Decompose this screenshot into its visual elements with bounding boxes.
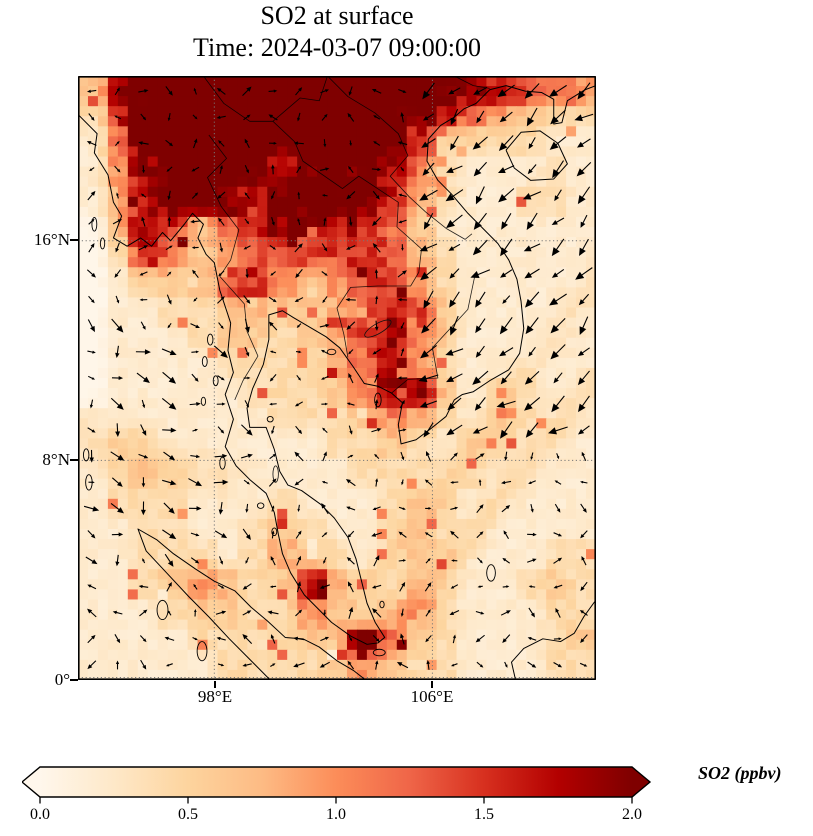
x-axis-tick bbox=[214, 681, 216, 688]
chart-title: SO2 at surface bbox=[260, 1, 414, 30]
map-canvas bbox=[78, 76, 596, 680]
colorbar bbox=[22, 766, 652, 804]
colorbar-tick-label: 1.0 bbox=[326, 806, 346, 823]
y-tick-label-0: 0° bbox=[54, 670, 70, 689]
y-axis-tick bbox=[70, 239, 78, 241]
colorbar-tick-label: 2.0 bbox=[622, 806, 642, 823]
chart-subtitle: Time: 2024-03-07 09:00:00 bbox=[193, 33, 481, 62]
y-axis-tick bbox=[70, 459, 78, 461]
colorbar-title: SO2 (ppbv) bbox=[698, 763, 782, 783]
title-block: SO2 at surface Time: 2024-03-07 09:00:00 bbox=[78, 0, 596, 64]
y-tick-label-8n: 8°N bbox=[42, 450, 70, 469]
colorbar-bar bbox=[22, 766, 652, 798]
colorbar-tick-label: 1.5 bbox=[474, 806, 494, 823]
x-tick-label-106e: 106°E bbox=[410, 687, 454, 706]
x-tick-label-98e: 98°E bbox=[197, 687, 233, 706]
y-tick-label-16n: 16°N bbox=[33, 230, 70, 249]
x-axis-tick bbox=[431, 681, 433, 688]
colorbar-tick-label: 0.5 bbox=[178, 806, 198, 823]
colorbar-tick-label: 0.0 bbox=[30, 806, 50, 823]
y-axis-tick bbox=[70, 679, 78, 681]
